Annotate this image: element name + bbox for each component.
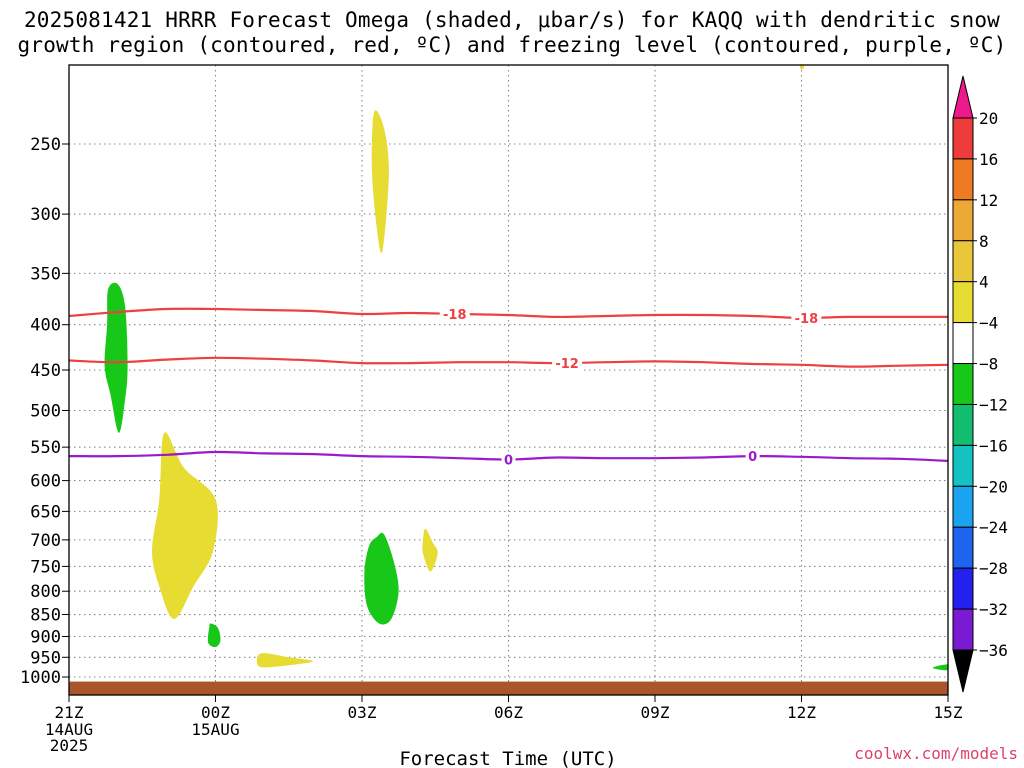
contour-label-bg-0-1 [745, 448, 760, 465]
x-tick-sublabel-15AUG: 15AUG [191, 720, 239, 739]
colorbar-label--28: −28 [979, 559, 1008, 578]
colorbar-swatch-16-to-12 [952, 158, 974, 201]
colorbar-bottom-arrow [952, 649, 974, 693]
y-tick-label-700: 700 [30, 531, 61, 551]
x-tick-label-03Z: 03Z [348, 703, 377, 722]
y-tick-label-300: 300 [30, 205, 61, 225]
x-tick-sublabel-14AUG: 14AUG [45, 720, 93, 739]
colorbar-swatch--12-to--16 [952, 403, 974, 446]
omega-region-3 [256, 653, 314, 668]
x-tick-label-09Z: 09Z [641, 703, 670, 722]
colorbar-swatch-20-to-16 [952, 117, 974, 160]
contour-label-bg--18-1 [791, 309, 822, 326]
chart-title-line-1: 2025081421 HRRR Forecast Omega (shaded, … [23, 8, 1001, 32]
contour-label-bg-0-0 [501, 451, 516, 468]
colorbar-label-20: 20 [979, 109, 998, 128]
colorbar: 20 16 12 8 4 −4 −8 −12 −16 −20 −24 −28 −32 −36 [952, 75, 1008, 693]
colorbar-label--12: −12 [979, 395, 1008, 414]
colorbar-swatch-8-to-4 [952, 240, 974, 283]
y-tick-label-600: 600 [30, 472, 61, 492]
colorbar-label--8: −8 [979, 355, 998, 374]
omega-region-5 [364, 532, 399, 625]
colorbar-label--36: −36 [979, 641, 1008, 660]
y-tick-label-900: 900 [30, 627, 61, 647]
y-tick-label-800: 800 [30, 582, 61, 602]
y-axis: 2503003504004505005506006507007508008509… [20, 135, 69, 688]
colorbar-label--32: −32 [979, 600, 1008, 619]
colorbar-label--20: −20 [979, 477, 1008, 496]
omega-region-2 [207, 623, 221, 648]
colorbar-swatch-4-to--4 [952, 281, 974, 324]
contour-label--18-1: -18 [795, 312, 819, 327]
y-tick-label-450: 450 [30, 361, 61, 381]
ground-fill [69, 681, 948, 695]
colorbar-top-arrow [952, 75, 974, 119]
contour-label-0-0: 0 [504, 454, 513, 469]
colorbar-swatch--28-to--32 [952, 567, 974, 610]
x-tick-label-12Z: 12Z [787, 703, 816, 722]
x-tick-label-21Z: 21Z [55, 703, 84, 722]
omega-region-1 [152, 432, 218, 619]
colorbar-swatch--24-to--28 [952, 526, 974, 569]
y-tick-label-550: 550 [30, 438, 61, 458]
y-tick-label-1000: 1000 [20, 668, 61, 688]
colorbar-swatch-12-to-8 [952, 199, 974, 242]
y-tick-label-850: 850 [30, 606, 61, 626]
colorbar-swatch--8-to--12 [952, 363, 974, 405]
colorbar-swatch--4-to--8 [952, 322, 974, 365]
x-tick-label-06Z: 06Z [494, 703, 523, 722]
colorbar-label-12: 12 [979, 191, 998, 210]
omega-region-8 [932, 664, 948, 671]
contour-label-bg--12-0 [552, 354, 583, 371]
y-tick-label-250: 250 [30, 135, 61, 155]
grid-lines [69, 65, 948, 695]
colorbar-label--24: −24 [979, 518, 1008, 537]
x-tick-sublabel-2025: 2025 [50, 736, 89, 755]
x-axis-title: Forecast Time (UTC) [399, 748, 616, 768]
omega-region-6 [422, 528, 438, 572]
contour-line--12 [69, 356, 948, 368]
y-tick-label-950: 950 [30, 648, 61, 668]
colorbar-label-4: 4 [979, 273, 989, 292]
y-tick-label-750: 750 [30, 557, 61, 577]
colorbar-label--4: −4 [979, 314, 998, 333]
y-tick-label-350: 350 [30, 264, 61, 284]
omega-region-7 [799, 65, 804, 70]
contour-label-0-1: 0 [748, 450, 757, 465]
contour-label--18-0: -18 [443, 308, 467, 323]
colorbar-label--16: −16 [979, 436, 1008, 455]
credit-text: coolwx.com/models [854, 744, 1018, 763]
contour-lines [69, 307, 948, 462]
colorbar-label-16: 16 [979, 150, 998, 169]
colorbar-swatch--32-to--36 [952, 608, 974, 651]
colorbar-label-8: 8 [979, 232, 989, 251]
contour-label-bg--18-0 [439, 305, 470, 322]
x-tick-label-15Z: 15Z [934, 703, 963, 722]
y-tick-label-650: 650 [30, 502, 61, 522]
omega-regions [104, 65, 948, 671]
x-tick-label-00Z: 00Z [201, 703, 230, 722]
omega-region-0 [104, 282, 128, 433]
contour-label--12-0: -12 [555, 357, 579, 372]
ground-layer [69, 681, 948, 695]
omega-region-4 [371, 110, 389, 254]
colorbar-swatch--16-to--20 [952, 444, 974, 487]
y-tick-label-400: 400 [30, 316, 61, 336]
contour-labels: -18 -18 -12 0 0 [439, 305, 822, 469]
colorbar-swatch--20-to--24 [952, 485, 974, 528]
y-tick-label-500: 500 [30, 402, 61, 422]
chart-title-line-2: growth region (contoured, red, ºC) and f… [17, 33, 1007, 57]
